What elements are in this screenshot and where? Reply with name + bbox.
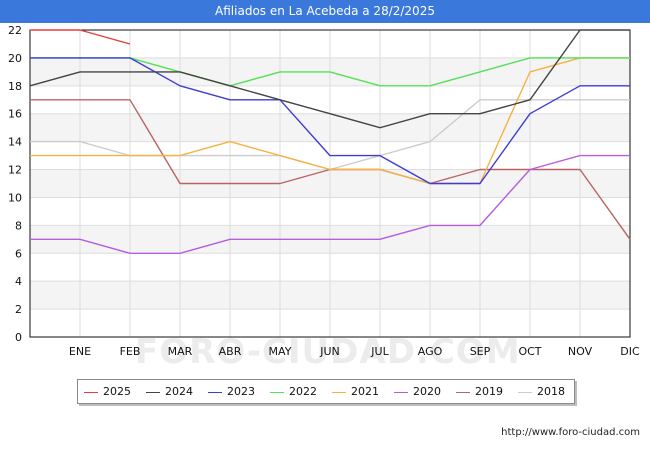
legend-item-2020: 2020 (394, 380, 441, 403)
title-bar (0, 0, 650, 23)
series-line-2023 (30, 57, 630, 185)
y-tick-label: 12 (8, 164, 22, 177)
y-tick-label: 2 (15, 303, 22, 316)
legend: 2025 2024 2023 2022 2021 2020 2019 2018 (77, 379, 575, 404)
legend-item-2018: 2018 (518, 380, 565, 403)
source-credit: http://www.foro-ciudad.com (501, 427, 640, 438)
legend-swatch (332, 391, 346, 393)
legend-label: 2019 (475, 385, 503, 398)
x-tick-label: JUN (319, 345, 340, 358)
legend-swatch (394, 391, 408, 393)
series-line-2020 (30, 154, 630, 255)
legend-label: 2020 (413, 385, 441, 398)
legend-swatch (146, 391, 160, 393)
x-tick-label: FEB (120, 345, 141, 358)
series-line-2021 (30, 57, 630, 185)
y-tick-label: 4 (15, 275, 22, 288)
x-tick-label: MAY (269, 345, 292, 358)
series-line-2025 (30, 29, 131, 45)
x-tick-label: AGO (418, 345, 443, 358)
legend-label: 2025 (103, 385, 131, 398)
legend-item-2021: 2021 (332, 380, 379, 403)
y-tick-label: 20 (8, 52, 22, 65)
legend-label: 2022 (289, 385, 317, 398)
legend-item-2024: 2024 (146, 380, 193, 403)
x-tick-label: JUL (370, 345, 389, 358)
x-tick-label: DIC (620, 345, 640, 358)
legend-label: 2023 (227, 385, 255, 398)
legend-swatch (456, 391, 470, 393)
x-tick-label: ENE (69, 345, 91, 358)
legend-item-2022: 2022 (270, 380, 317, 403)
x-tick-label: ABR (219, 345, 242, 358)
legend-swatch (84, 391, 98, 393)
y-tick-label: 10 (8, 191, 22, 204)
watermark: FORO-CIUDAD.COM (135, 332, 521, 372)
x-tick-label: SEP (470, 345, 491, 358)
y-tick-label: 18 (8, 80, 22, 93)
y-tick-label: 16 (8, 108, 22, 121)
legend-swatch (208, 391, 222, 393)
x-tick-label: MAR (168, 345, 193, 358)
plot-frame (29, 29, 631, 338)
legend-swatch (270, 391, 284, 393)
y-tick-label: 6 (15, 247, 22, 260)
legend-label: 2024 (165, 385, 193, 398)
chart-title: Afiliados en La Acebeda a 28/2/2025 (215, 4, 435, 18)
y-tick-label: 8 (15, 219, 22, 232)
legend-swatch (518, 391, 532, 393)
legend-label: 2021 (351, 385, 379, 398)
x-tick-label: OCT (518, 345, 541, 358)
legend-item-2025: 2025 (84, 380, 131, 403)
legend-label: 2018 (537, 385, 565, 398)
x-tick-label: NOV (568, 345, 593, 358)
y-tick-label: 0 (15, 331, 22, 344)
series-line-2024 (29, 29, 630, 129)
legend-item-2023: 2023 (208, 380, 255, 403)
legend-item-2019: 2019 (456, 380, 503, 403)
y-tick-label: 22 (8, 24, 22, 37)
y-tick-label: 14 (8, 136, 22, 149)
